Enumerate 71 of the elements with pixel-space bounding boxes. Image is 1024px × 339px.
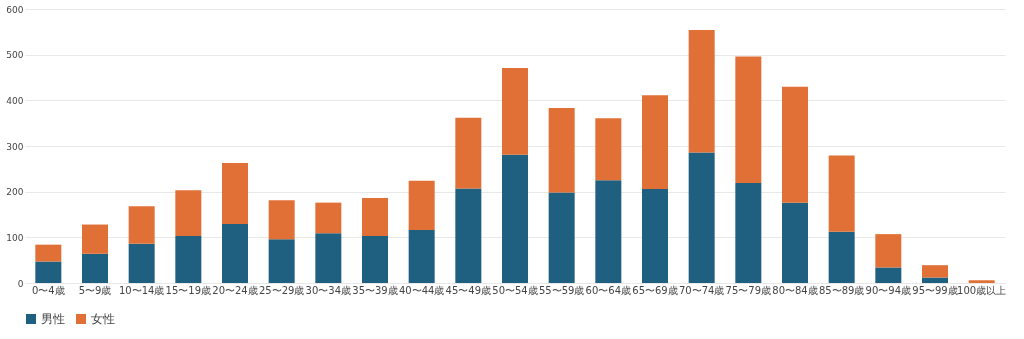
- bar: [595, 118, 622, 181]
- x-tick-label: 55〜59歳: [538, 284, 585, 296]
- bar: [128, 206, 155, 244]
- x-tick-label: 75〜79歳: [725, 284, 772, 296]
- y-tick-label: 400: [6, 95, 24, 106]
- y-tick-label: 300: [6, 141, 24, 152]
- bar: [82, 253, 108, 283]
- x-tick-label: 15〜19歳: [165, 284, 212, 296]
- bar: [782, 202, 808, 283]
- bar: [362, 198, 388, 236]
- bar: [222, 224, 248, 283]
- x-tick-label: 30〜34歳: [305, 284, 352, 296]
- legend-label: 男性: [41, 312, 65, 326]
- x-tick-label: 10〜14歳: [118, 284, 165, 296]
- x-tick-label: 25〜29歳: [258, 284, 305, 296]
- y-tick-label: 200: [6, 187, 24, 198]
- bar: [408, 230, 435, 283]
- bar: [735, 56, 762, 183]
- bar: [315, 233, 342, 283]
- x-tick-label: 80〜84歳: [772, 284, 818, 296]
- legend-label: 女性: [91, 312, 115, 326]
- bar: [128, 243, 155, 283]
- bar: [222, 162, 248, 225]
- bar: [315, 202, 342, 234]
- y-tick-label: 600: [6, 4, 24, 15]
- bar: [875, 267, 902, 283]
- bar: [642, 188, 668, 283]
- bar: [735, 182, 762, 283]
- bar: [175, 190, 202, 236]
- x-tick-label: 40〜44歳: [398, 284, 445, 296]
- y-tick-label: 500: [6, 50, 24, 61]
- x-tick-label: 85〜89歳: [818, 284, 865, 296]
- bar: [922, 277, 948, 283]
- bar: [502, 154, 528, 283]
- bar: [922, 265, 948, 278]
- bar: [688, 152, 715, 283]
- x-tick-label: 65〜69歳: [632, 284, 678, 296]
- bar: [875, 234, 902, 268]
- bar: [688, 30, 715, 153]
- y-tick-label: 100: [6, 232, 24, 243]
- x-tick-label: 60〜64歳: [585, 284, 632, 296]
- bar: [595, 180, 622, 283]
- y-tick-label: 0: [17, 278, 24, 289]
- bar: [828, 155, 855, 232]
- bar: [642, 95, 668, 189]
- bar: [82, 224, 108, 254]
- x-tick-label: 95〜99歳: [912, 284, 958, 296]
- bar: [268, 200, 295, 240]
- x-tick-label: 70〜74歳: [678, 284, 725, 296]
- bar: [408, 180, 435, 231]
- bar: [548, 108, 575, 193]
- x-tick-label: 100歳以上: [957, 284, 1007, 296]
- bar: [268, 239, 295, 283]
- x-tick-label: 45〜49歳: [445, 284, 492, 296]
- bar: [455, 188, 482, 283]
- x-tick-label: 90〜94歳: [865, 284, 912, 296]
- x-tick-label: 50〜54歳: [492, 284, 538, 296]
- bar: [782, 86, 808, 203]
- bar: [502, 67, 528, 155]
- bar: [362, 235, 388, 283]
- bar: [175, 235, 202, 283]
- bar: [828, 231, 855, 283]
- x-tick-label: 0〜4歳: [31, 284, 65, 296]
- x-tick-label: 5〜9歳: [78, 284, 112, 296]
- bar: [455, 117, 482, 189]
- bar: [35, 261, 62, 283]
- bar: [968, 280, 995, 283]
- x-tick-label: 35〜39歳: [352, 284, 398, 296]
- bar: [35, 244, 62, 262]
- x-tick-label: 20〜24歳: [212, 284, 258, 296]
- bar: [548, 192, 575, 283]
